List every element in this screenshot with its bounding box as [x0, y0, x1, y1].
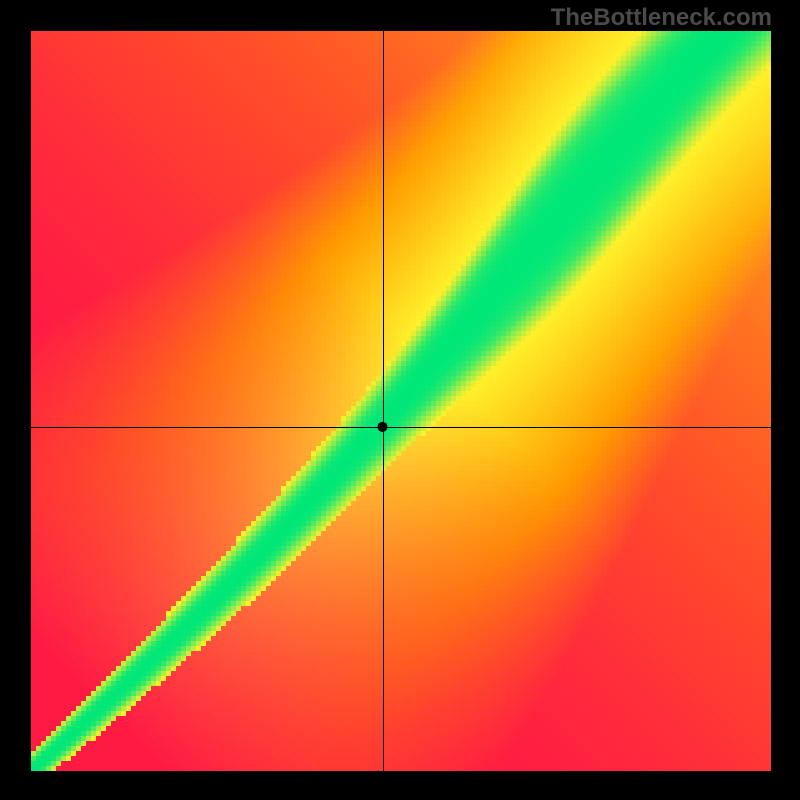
chart-frame: TheBottleneck.com: [0, 0, 800, 800]
crosshair-overlay: [31, 31, 771, 771]
watermark-text: TheBottleneck.com: [551, 4, 772, 32]
heatmap-plot: [31, 31, 771, 771]
